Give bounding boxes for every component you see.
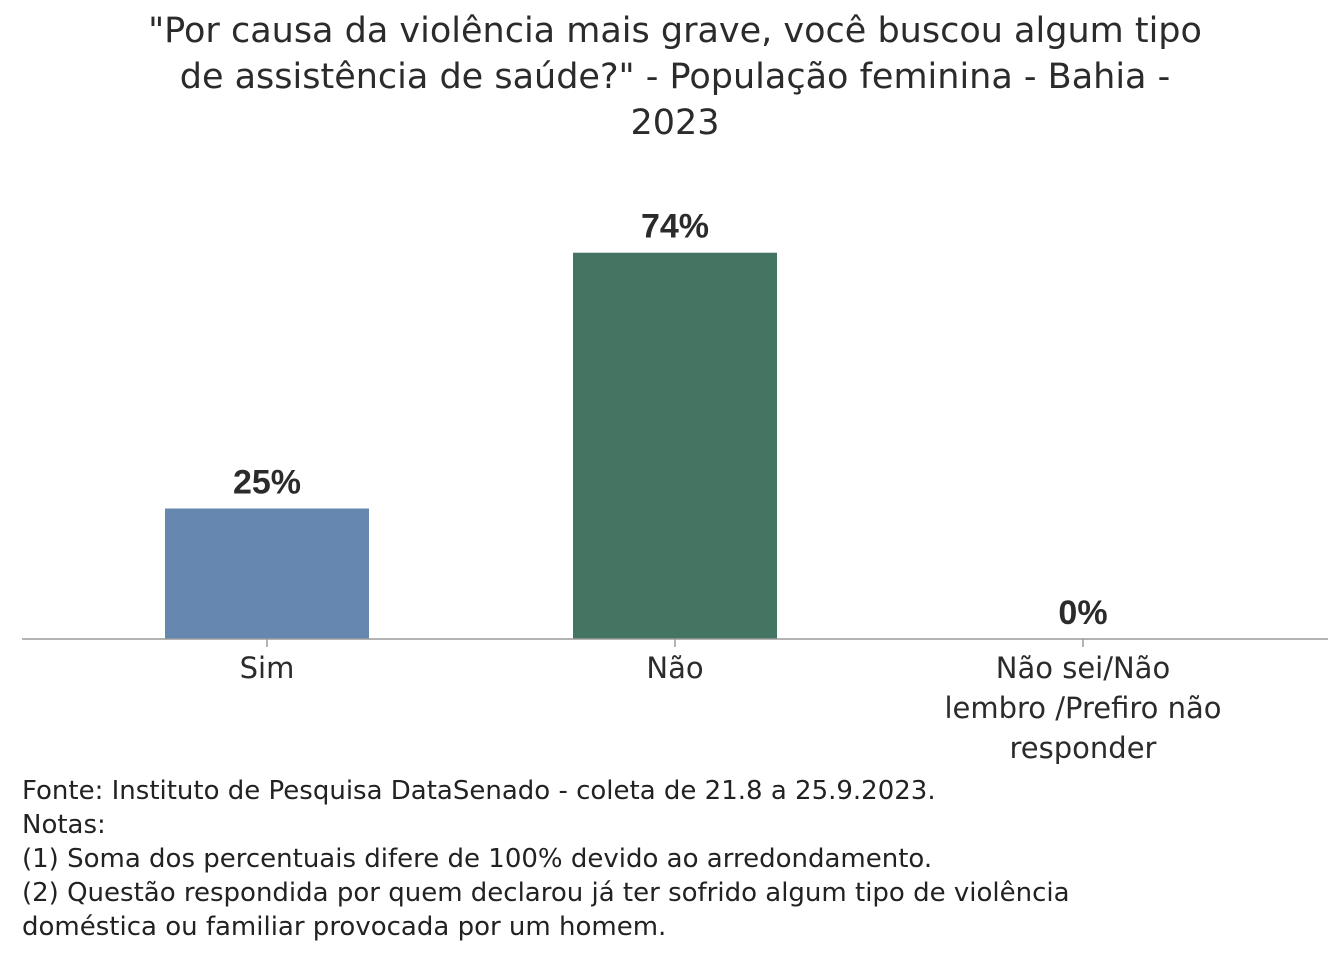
chart-title: "Por causa da violência mais grave, você… (140, 8, 1210, 146)
x-tick-label: responder (1010, 731, 1157, 765)
notes-heading: Notas: (22, 810, 106, 840)
data-label: 25% (233, 464, 301, 502)
x-tick-label: lembro /Prefiro não (944, 691, 1221, 725)
data-label: 0% (1058, 594, 1107, 632)
data-label: 74% (641, 208, 709, 246)
x-tick-label: Não (646, 651, 703, 685)
x-tick-label: Não sei/Não (996, 651, 1170, 685)
note-2: (2) Questão respondida por quem declarou… (22, 878, 1070, 908)
note-2-continued: doméstica ou familiar provocada por um h… (22, 912, 667, 942)
note-1: (1) Soma dos percentuais difere de 100% … (22, 844, 933, 874)
source-note: Fonte: Instituto de Pesquisa DataSenado … (22, 776, 936, 806)
bar (165, 508, 369, 639)
chart-title-line: de assistência de saúde?" - População fe… (179, 57, 1171, 97)
chart-notes: Fonte: Instituto de Pesquisa DataSenado … (22, 774, 1322, 944)
chart-title-line: "Por causa da violência mais grave, você… (148, 11, 1202, 51)
bar (573, 252, 777, 639)
x-tick-label: Sim (240, 651, 295, 685)
chart-title-line: 2023 (630, 103, 720, 143)
